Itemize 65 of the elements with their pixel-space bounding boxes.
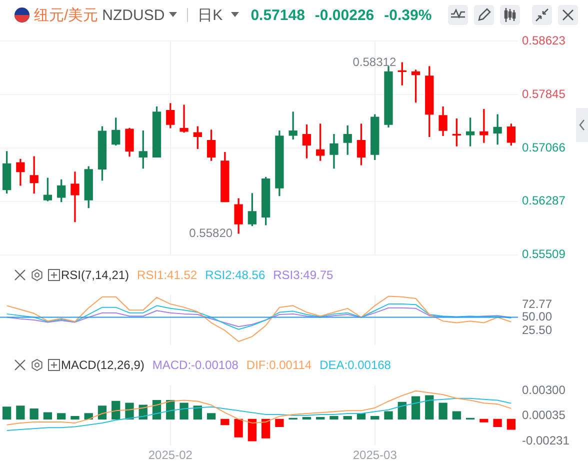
bar xyxy=(316,416,325,420)
bar xyxy=(411,396,420,420)
candlestick xyxy=(70,172,80,222)
bar xyxy=(398,402,406,420)
candlestick xyxy=(288,112,298,140)
bar xyxy=(330,416,338,420)
bar xyxy=(275,418,284,428)
candlestick xyxy=(30,156,38,194)
text: 日K xyxy=(198,6,223,24)
y-tick-label: 72.77 xyxy=(522,297,552,312)
text: -0.00226 xyxy=(314,6,374,24)
text: DIF:0.00114 xyxy=(246,358,312,372)
bar xyxy=(480,418,488,422)
text: RSI3:49.75 xyxy=(273,268,334,282)
text: RSI2:48.56 xyxy=(205,268,266,282)
y-tick-label: 0.58623 xyxy=(522,34,566,48)
bar xyxy=(261,418,270,438)
annotation: 0.58312 xyxy=(352,54,396,69)
chart-title: MACD(12,26,9) xyxy=(61,358,144,372)
bar xyxy=(98,406,107,420)
bar xyxy=(343,416,352,420)
bar xyxy=(425,395,434,420)
bar xyxy=(43,412,52,420)
text: 0.57148 xyxy=(250,6,305,24)
bar xyxy=(206,413,216,420)
y-tick-label: 50.00 xyxy=(522,310,552,324)
bar xyxy=(30,408,38,420)
bar xyxy=(493,418,502,428)
bar xyxy=(248,418,257,442)
x-tick-label: 2025-03 xyxy=(352,448,398,462)
bar xyxy=(70,416,80,420)
bar xyxy=(180,402,188,420)
bar xyxy=(506,418,516,430)
y-tick-label: 0.57066 xyxy=(522,140,566,154)
candlestick xyxy=(493,114,502,145)
annotation: 0.55820 xyxy=(189,226,233,240)
y-tick-label: 25.50 xyxy=(522,323,552,338)
bar xyxy=(302,416,312,420)
y-tick-label: 0.55509 xyxy=(522,247,566,262)
x-tick-label: 2025-02 xyxy=(148,448,193,462)
candlestick xyxy=(180,104,188,133)
text: -0.39% xyxy=(384,6,432,24)
chart-title: RSI(7,14,21) xyxy=(61,268,130,282)
y-tick-label: 0.00300 xyxy=(522,383,566,398)
y-tick-label: 0.00035 xyxy=(522,408,566,422)
bar xyxy=(57,413,66,420)
text: DEA:0.00168 xyxy=(320,358,391,372)
y-tick-label: 0.57845 xyxy=(522,86,566,101)
bar xyxy=(234,418,243,438)
candlestick xyxy=(480,109,488,143)
bar xyxy=(2,406,12,420)
y-tick-label: -0.00231 xyxy=(522,433,570,448)
bar xyxy=(220,418,230,426)
chart-title: 纽元/美元 xyxy=(34,6,98,24)
bar xyxy=(193,406,202,420)
bar xyxy=(16,406,25,420)
bar xyxy=(452,411,461,420)
bar xyxy=(438,402,448,420)
y-tick-label: 0.56287 xyxy=(522,194,566,208)
text: RSI1:41.52 xyxy=(137,268,198,282)
chart-subtitle: NZDUSD xyxy=(102,6,165,24)
bar xyxy=(112,400,120,420)
text: MACD:-0.00108 xyxy=(152,358,238,372)
bar xyxy=(370,416,380,420)
bar xyxy=(384,411,393,420)
